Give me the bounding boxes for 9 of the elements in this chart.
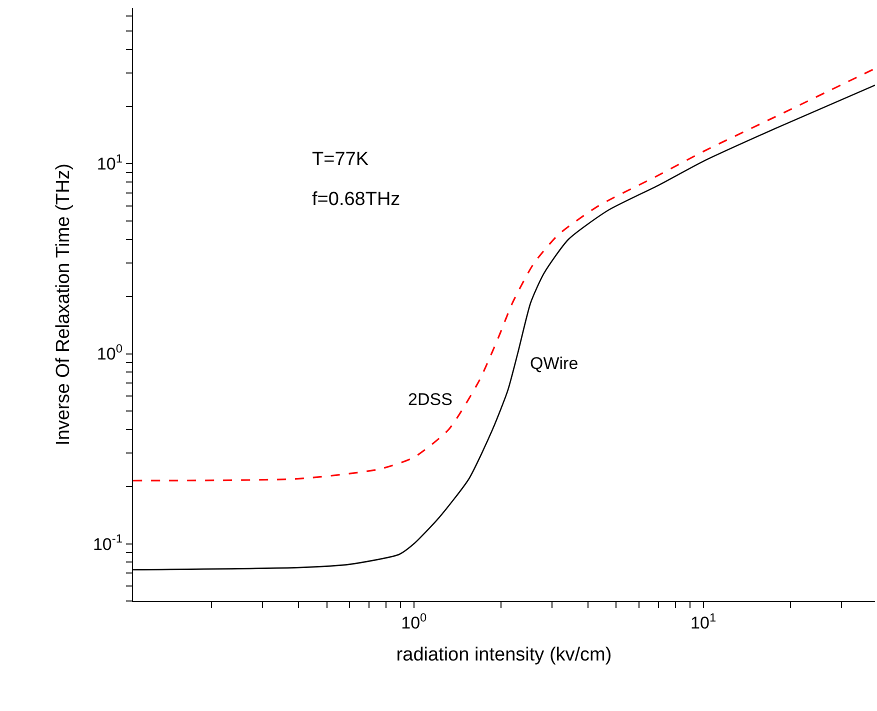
y-tick-label: 10$^{-1}$ [92,532,123,554]
y-tick-label: 10$^{1}$ [96,152,123,174]
x-axis-title: radiation intensity (kv/cm) [396,644,612,666]
series-label: 2DSS [408,390,452,409]
annotation: T=77K [312,149,369,170]
annotation: f=0.68THz [312,189,400,210]
y-axis-title: Inverse Of Relaxation Time (THz) [52,164,74,446]
y-tick-label: 10$^{0}$ [96,342,123,364]
series-label: QWire [530,354,578,373]
